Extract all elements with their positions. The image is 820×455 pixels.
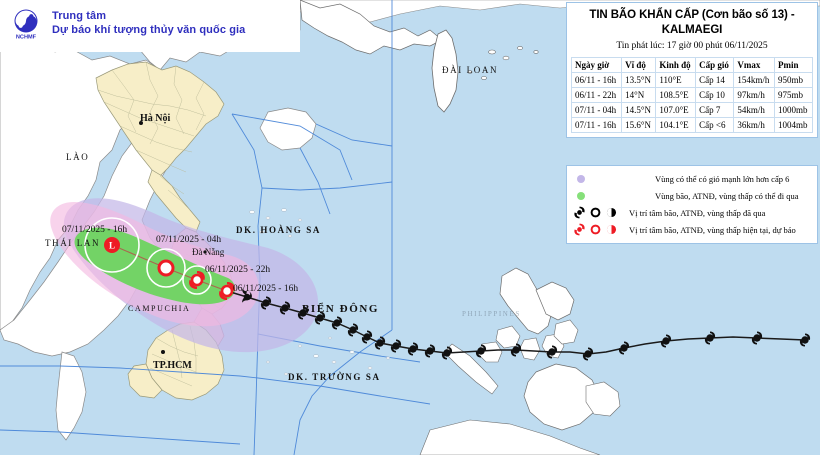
table-row: 06/11 - 16h 13.5°N 110°E Cấp 14 154km/h 950mb: [570, 72, 814, 88]
past-symbols-icon: [573, 206, 629, 219]
forecast-table: Ngày giờ Vĩ độ Kinh độ Cấp gió Vmax Pmin 06/1…: [570, 57, 814, 133]
table-row: 06/11 - 22h 14°N 108.5°E Cấp 10 97km/h 975mb: [570, 87, 814, 103]
forecast-marker-circle: [157, 259, 175, 277]
table-cell: Cấp <6: [695, 117, 735, 133]
table-cell: 15.6°N: [621, 117, 657, 133]
green-dot: [577, 191, 585, 200]
table-col-0: Ngày giờ: [570, 57, 623, 73]
table-cell: 97km/h: [733, 87, 775, 103]
legend-label: Vùng có thể có gió mạnh lớn hơn cấp 6: [655, 173, 790, 184]
table-col-4: Vmax: [733, 57, 775, 73]
app-header: NCHMF Trung tâm Dự báo khí tượng thủy vă…: [0, 0, 300, 52]
table-cell: 06/11 - 22h: [570, 87, 623, 103]
purple-dot: [577, 174, 585, 183]
org-line-2: Dự báo khí tượng thủy văn quốc gia: [52, 24, 246, 36]
table-col-1: Vĩ độ: [621, 57, 657, 73]
bulletin-issued-time: Tin phát lúc: 17 giờ 00 phút 06/11/2025: [616, 41, 768, 51]
legend-label: Vị trí tâm bão, ATNĐ, vùng thấp hiện tại…: [629, 224, 796, 235]
table-cell: 13.5°N: [621, 72, 657, 88]
table-col-2: Kinh độ: [655, 57, 697, 73]
green-dot-icon: [573, 191, 629, 200]
table-cell: 108.5°E: [655, 87, 697, 103]
current-symbols-icon: [573, 223, 629, 236]
table-header-row: Ngày giờ Vĩ độ Kinh độ Cấp gió Vmax Pmin: [570, 57, 814, 73]
table-col-3: Cấp gió: [695, 57, 735, 73]
table-cell: 54km/h: [733, 102, 775, 118]
org-line-1: Trung tâm: [52, 10, 107, 22]
storm-name: KALMAEGI: [661, 24, 723, 36]
svg-text:L: L: [109, 240, 115, 250]
table-cell: 154km/h: [733, 72, 775, 88]
table-body: 06/11 - 16h 13.5°N 110°E Cấp 14 154km/h 950mb…: [570, 72, 814, 133]
svg-text:NCHMF: NCHMF: [16, 35, 37, 41]
table-cell: 950mb: [773, 72, 814, 88]
table-cell: 104.1°E: [655, 117, 697, 133]
table-cell: 1000mb: [773, 102, 814, 118]
bulletin-panel: TIN BÃO KHẨN CẤP (Cơn bão số 13) - KALMA…: [566, 2, 818, 138]
table-cell: 110°E: [655, 72, 697, 88]
legend-label: Vị trí tâm bão, ATNĐ, vùng thấp đã qua: [629, 207, 766, 218]
table-row: 07/11 - 16h 15.6°N 104.1°E Cấp <6 36km/h 1004…: [570, 117, 814, 133]
current-marker-cyclone-16h: [219, 282, 235, 300]
legend-item-past-symbols: Vị trí tâm bão, ATNĐ, vùng thấp đã qua: [573, 204, 813, 221]
past-track-markers: [242, 288, 811, 361]
table-cell: 07/11 - 04h: [570, 102, 623, 118]
table-cell: 14°N: [621, 87, 657, 103]
legend-item-green-dot: Vùng bão, ATNĐ, vùng thấp có thể đi qua: [573, 187, 813, 204]
forecast-marker-cyclone-22h: [189, 271, 205, 289]
bulletin-title: TIN BÃO KHẨN CẤP (Cơn bão số 13) -: [589, 9, 795, 21]
legend-item-current-symbols: Vị trí tâm bão, ATNĐ, vùng thấp hiện tại…: [573, 221, 813, 238]
org-name: Trung tâm Dự báo khí tượng thủy văn quốc…: [52, 7, 245, 37]
table-cell: 975mb: [773, 87, 814, 103]
table-row: 07/11 - 04h 14.5°N 107.0°E Cấp 7 54km/h 1000m…: [570, 102, 814, 118]
nchmf-logo: NCHMF: [9, 7, 43, 41]
table-cell: 1004mb: [773, 117, 814, 133]
table-cell: 36km/h: [733, 117, 775, 133]
forecast-marker-low: L: [104, 237, 120, 253]
table-cell: Cấp 10: [695, 87, 735, 103]
table-cell: Cấp 14: [695, 72, 735, 88]
table-col-5: Pmin: [773, 57, 814, 73]
table-cell: 14.5°N: [621, 102, 657, 118]
map-legend: Vùng có thể có gió mạnh lớn hơn cấp 6 Vùn…: [566, 165, 818, 244]
table-cell: 06/11 - 16h: [570, 72, 623, 88]
purple-dot-icon: [573, 174, 629, 183]
table-cell: 107.0°E: [655, 102, 697, 118]
table-cell: 07/11 - 16h: [570, 117, 623, 133]
legend-label: Vùng bão, ATNĐ, vùng thấp có thể đi qua: [655, 190, 799, 201]
table-cell: Cấp 7: [695, 102, 735, 118]
legend-item-purple-dot: Vùng có thể có gió mạnh lớn hơn cấp 6: [573, 170, 813, 187]
